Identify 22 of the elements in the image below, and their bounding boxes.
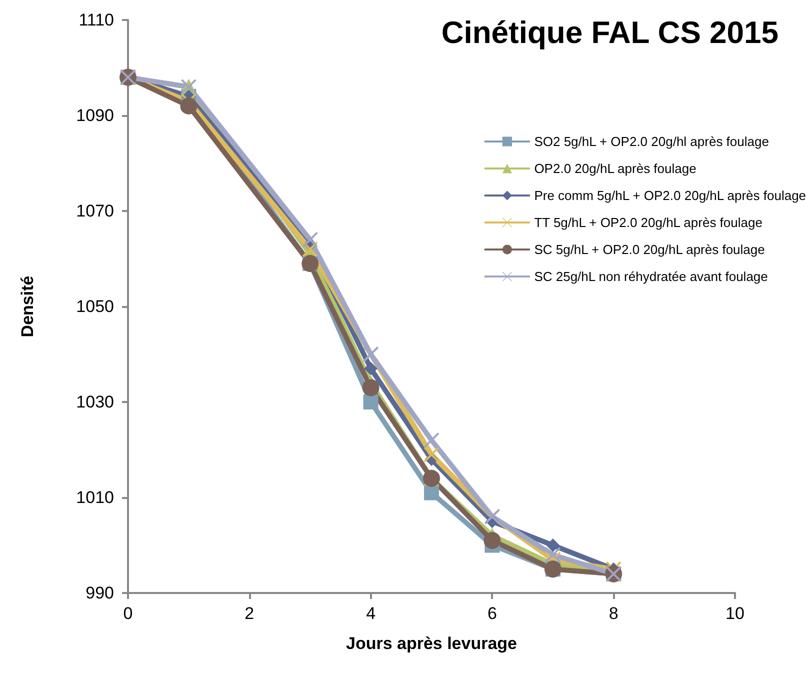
y-tick-label: 1010 [76,488,114,507]
x-tick-label: 10 [726,604,744,623]
legend-label: Pre comm 5g/hL + OP2.0 20g/hL après foulage [534,188,806,203]
x-tick-label: 8 [608,604,618,623]
legend-label: OP2.0 20g/hL après foulage [534,161,696,176]
y-tick-label: 1070 [76,202,114,220]
legend-label: SO2 5g/hL + OP2.0 20g/hl après foulage [534,134,769,149]
x-tick-label: 2 [244,604,254,623]
x-axis-title: Jours après levurage [346,634,518,653]
y-tick-label: 1030 [76,392,114,412]
legend-label: SC 5g/hL + OP2.0 20g/hL après foulage [534,242,765,257]
y-tick-label: 1050 [76,297,114,316]
y-tick-label: 1110 [78,10,114,30]
x-tick-label: 6 [487,604,497,623]
chart-title: Cinétique FAL CS 2015 [441,15,778,50]
y-tick-label: 1090 [76,106,114,125]
x-tick-label: 4 [366,604,376,623]
x-tick-label: 0 [123,604,133,623]
legend-label: TT 5g/hL + OP2.0 20g/hL après foulage [534,215,762,230]
legend-label: SC 25g/hL non réhydratée avant foulage [534,269,768,284]
y-tick-label: 990 [86,584,114,602]
y-axis-title: Densité [18,276,37,338]
